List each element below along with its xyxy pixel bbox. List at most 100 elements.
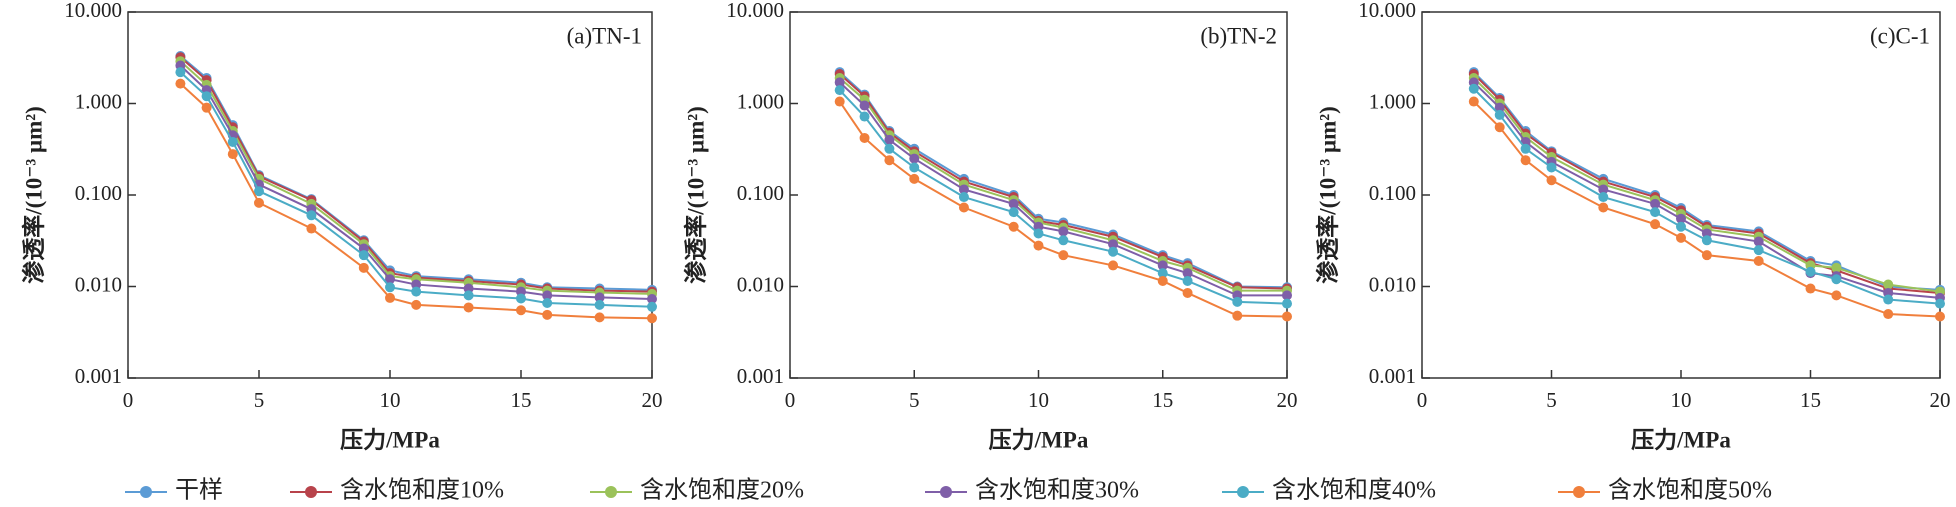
data-point bbox=[647, 294, 657, 305]
x-tick-label: 5 bbox=[1546, 388, 1557, 412]
data-point bbox=[884, 155, 895, 166]
data-point bbox=[1676, 221, 1686, 232]
legend-label: 含水饱和度20% bbox=[640, 477, 804, 504]
data-point bbox=[1805, 266, 1816, 277]
data-point bbox=[958, 192, 969, 203]
data-point bbox=[1598, 184, 1609, 195]
data-point bbox=[1494, 102, 1505, 113]
panel-title: (a)TN-1 bbox=[567, 23, 642, 48]
series-line bbox=[1473, 88, 1941, 305]
data-point bbox=[884, 143, 895, 154]
data-point bbox=[1546, 175, 1557, 186]
x-tick-label: 0 bbox=[123, 388, 134, 412]
series-line bbox=[179, 55, 653, 291]
data-point bbox=[594, 299, 605, 310]
data-point bbox=[1282, 311, 1292, 322]
data-point bbox=[1805, 283, 1816, 294]
y-axis-label: 渗透率/(10⁻³ μm²) bbox=[682, 106, 708, 284]
data-point bbox=[1232, 296, 1243, 307]
data-point bbox=[958, 184, 969, 195]
y-tick-label: 10.000 bbox=[64, 0, 122, 22]
data-point bbox=[227, 149, 238, 160]
data-point bbox=[1883, 279, 1894, 290]
data-point bbox=[958, 202, 969, 213]
x-tick-label: 10 bbox=[1671, 388, 1692, 412]
data-point bbox=[859, 111, 870, 122]
data-point bbox=[1008, 221, 1019, 232]
y-tick-label: 10.000 bbox=[1358, 0, 1416, 22]
y-tick-label: 0.001 bbox=[75, 364, 122, 388]
y-axis-label: 渗透率/(10⁻³ μm²) bbox=[1314, 106, 1340, 284]
data-point bbox=[1701, 235, 1712, 246]
x-tick-label: 20 bbox=[1930, 388, 1951, 412]
data-point bbox=[1935, 311, 1945, 322]
data-point bbox=[834, 96, 845, 107]
data-point bbox=[1108, 260, 1119, 271]
panel-title: (c)C-1 bbox=[1870, 23, 1930, 48]
data-point bbox=[516, 305, 526, 316]
y-tick-label: 1.000 bbox=[737, 89, 784, 113]
y-tick-label: 0.100 bbox=[1369, 181, 1416, 205]
y-tick-label: 1.000 bbox=[1369, 89, 1416, 113]
x-tick-label: 10 bbox=[380, 388, 401, 412]
data-point bbox=[909, 153, 920, 164]
data-point bbox=[909, 173, 920, 184]
data-point bbox=[1883, 294, 1894, 305]
data-point bbox=[1753, 245, 1764, 256]
legend-marker bbox=[1573, 486, 1585, 498]
y-tick-label: 0.100 bbox=[737, 181, 784, 205]
data-point bbox=[1650, 207, 1661, 218]
legend-label: 含水饱和度30% bbox=[975, 477, 1139, 504]
data-point bbox=[1182, 275, 1193, 286]
data-point bbox=[1468, 83, 1479, 94]
x-tick-label: 15 bbox=[1152, 388, 1173, 412]
data-point bbox=[1546, 162, 1557, 173]
data-point bbox=[542, 298, 553, 309]
x-tick-label: 20 bbox=[1277, 388, 1298, 412]
data-point bbox=[1831, 274, 1842, 285]
y-tick-label: 0.001 bbox=[737, 364, 784, 388]
data-point bbox=[1831, 290, 1842, 301]
legend-label: 含水饱和度50% bbox=[1608, 477, 1772, 504]
data-point bbox=[306, 223, 317, 234]
x-tick-label: 5 bbox=[254, 388, 265, 412]
data-point bbox=[1157, 260, 1168, 271]
series-line bbox=[179, 64, 653, 301]
y-tick-label: 0.010 bbox=[737, 272, 784, 296]
data-point bbox=[909, 162, 920, 173]
data-point bbox=[884, 134, 895, 145]
data-point bbox=[1831, 262, 1842, 273]
legend-label: 干样 bbox=[175, 477, 223, 504]
y-tick-label: 0.100 bbox=[75, 181, 122, 205]
data-point bbox=[1883, 309, 1894, 320]
data-point bbox=[1182, 268, 1193, 279]
data-point bbox=[1494, 109, 1505, 120]
data-point bbox=[411, 279, 422, 290]
data-point bbox=[647, 313, 657, 324]
panel-title: (b)TN-2 bbox=[1200, 23, 1277, 48]
data-point bbox=[1650, 198, 1661, 209]
data-point bbox=[1033, 228, 1044, 239]
data-point bbox=[385, 274, 395, 285]
legend-label: 含水饱和度40% bbox=[1272, 477, 1436, 504]
data-point bbox=[358, 262, 369, 273]
y-tick-label: 0.001 bbox=[1369, 364, 1416, 388]
data-point bbox=[411, 299, 422, 310]
x-tick-label: 15 bbox=[1800, 388, 1821, 412]
legend-marker bbox=[940, 486, 952, 498]
y-tick-label: 0.010 bbox=[75, 272, 122, 296]
data-point bbox=[385, 282, 395, 293]
data-point bbox=[1753, 236, 1764, 247]
data-point bbox=[834, 85, 845, 96]
data-point bbox=[859, 132, 870, 143]
plot-frame bbox=[127, 11, 653, 379]
data-point bbox=[1598, 202, 1609, 213]
x-tick-label: 0 bbox=[1417, 388, 1428, 412]
legend-marker bbox=[305, 486, 317, 498]
x-axis-label: 压力/MPa bbox=[340, 427, 440, 452]
data-point bbox=[1676, 213, 1686, 224]
data-point bbox=[1282, 298, 1292, 309]
data-point bbox=[175, 67, 186, 78]
data-point bbox=[1008, 198, 1019, 209]
